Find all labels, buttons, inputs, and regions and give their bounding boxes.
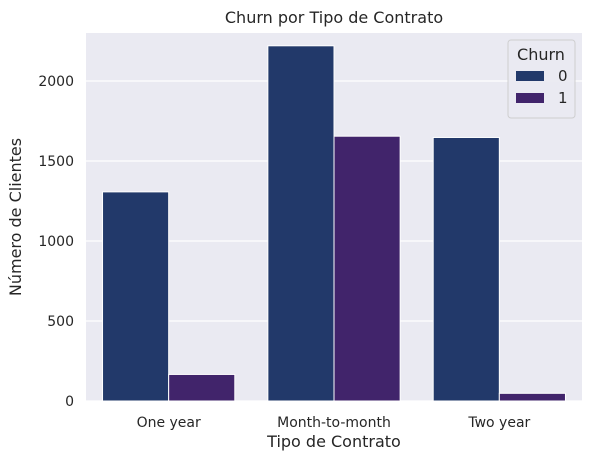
y-tick-label: 1000 — [38, 234, 74, 250]
y-tick-labels: 0 500 1000 1500 2000 — [38, 74, 74, 410]
x-tick-label: One year — [137, 415, 201, 431]
x-tick-label: Month-to-month — [277, 415, 391, 431]
bars — [102, 45, 566, 402]
x-tick-label: Two year — [467, 415, 530, 431]
legend-swatch — [516, 93, 544, 103]
y-tick-label: 2000 — [38, 74, 74, 90]
y-axis-label: Número de Clientes — [6, 138, 25, 296]
bar — [102, 191, 170, 402]
legend-label: 1 — [558, 89, 568, 107]
legend-label: 0 — [558, 67, 568, 85]
legend-items: 01 — [516, 67, 568, 107]
y-tick-label: 0 — [65, 394, 74, 410]
y-tick-label: 500 — [47, 314, 74, 330]
legend-swatch — [516, 71, 544, 81]
bar — [432, 136, 500, 402]
y-tick-label: 1500 — [38, 154, 74, 170]
chart-title: Churn por Tipo de Contrato — [225, 8, 443, 27]
bar — [333, 135, 401, 402]
x-tick-labels: One year Month-to-month Two year — [137, 415, 531, 431]
bar — [168, 373, 236, 402]
legend: Churn 01 — [507, 39, 576, 119]
x-axis-label: Tipo de Contrato — [266, 432, 401, 451]
legend-title: Churn — [517, 45, 565, 64]
bar — [498, 392, 566, 402]
bar — [267, 45, 335, 402]
